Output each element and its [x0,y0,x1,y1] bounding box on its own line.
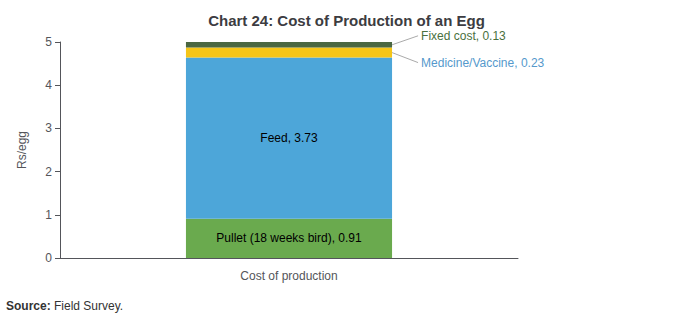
svg-text:Feed, 3.73: Feed, 3.73 [260,131,318,145]
svg-text:Rs/egg: Rs/egg [15,131,29,169]
svg-text:0: 0 [45,251,52,265]
svg-text:Medicine/Vaccine, 0.23: Medicine/Vaccine, 0.23 [421,56,545,70]
svg-text:Pullet (18 weeks bird), 0.91: Pullet (18 weeks bird), 0.91 [216,231,362,245]
svg-text:4: 4 [45,78,52,92]
svg-text:Field Survey.: Field Survey. [51,299,123,313]
svg-text:3: 3 [45,121,52,135]
svg-text:Source:: Source: [6,299,51,313]
svg-text:Fixed cost, 0.13: Fixed cost, 0.13 [421,29,506,43]
svg-text:5: 5 [45,35,52,49]
svg-text:Cost of production: Cost of production [240,269,337,283]
svg-text:1: 1 [45,208,52,222]
svg-text:Chart 24: Cost of Production o: Chart 24: Cost of Production of an Egg [208,12,485,29]
svg-text:2: 2 [45,165,52,179]
